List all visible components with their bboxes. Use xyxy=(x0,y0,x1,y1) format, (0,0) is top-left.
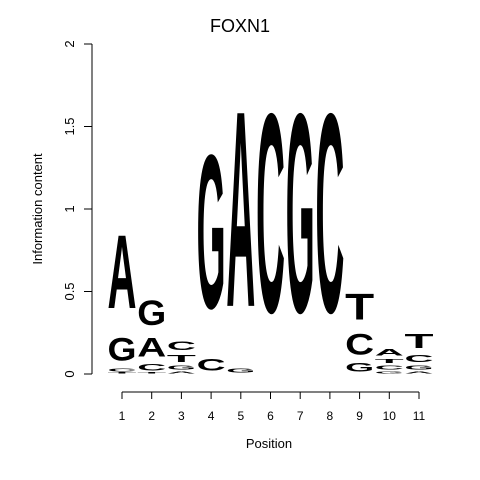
logo-letter: G xyxy=(405,364,434,371)
x-tick-label: 3 xyxy=(178,409,185,423)
logo-letter: G xyxy=(108,332,137,368)
x-tick-label: 6 xyxy=(267,409,274,423)
logo-letter: G xyxy=(345,361,374,374)
logo-letter: A xyxy=(375,348,404,358)
logo-letter: T xyxy=(108,372,138,374)
logo-letter: A xyxy=(137,333,166,363)
logo-letter: C xyxy=(197,356,226,374)
logo-letter: C xyxy=(315,55,344,373)
logo-letter: A xyxy=(226,54,255,366)
logo-letter: A xyxy=(107,213,136,331)
logo-letter: G xyxy=(375,371,404,374)
x-tick-label: 10 xyxy=(383,409,397,423)
logo-letter: G xyxy=(286,53,315,371)
y-axis-label: Information content xyxy=(30,153,45,265)
logo-letter: G xyxy=(197,110,226,355)
logo-letter: A xyxy=(167,371,196,374)
x-tick-label: 2 xyxy=(148,409,155,423)
x-tick-label: 4 xyxy=(208,409,215,423)
y-tick-label: 1 xyxy=(62,205,77,212)
x-tick-label: 5 xyxy=(237,409,244,423)
y-tick-label: 0 xyxy=(62,370,77,377)
y-tick-label: 1.5 xyxy=(62,117,77,135)
x-axis-label: Position xyxy=(246,436,292,451)
logo-letter: C xyxy=(108,368,137,373)
chart-title: FOXN1 xyxy=(210,16,270,36)
logo-letter: T xyxy=(137,372,167,374)
y-tick-label: 0.5 xyxy=(62,282,77,300)
y-tick-label: 2 xyxy=(62,40,77,47)
x-tick-label: 9 xyxy=(356,409,363,423)
y-axis: 0 0.5 1 1.5 2 xyxy=(62,40,93,378)
x-tick-label: 1 xyxy=(119,409,126,423)
x-tick-label: 8 xyxy=(327,409,334,423)
logo-letter: C xyxy=(167,340,196,353)
logo-letter: C xyxy=(375,364,404,371)
logo-letter: C xyxy=(404,353,433,365)
logo-letter: A xyxy=(404,371,433,374)
x-axis: 1 2 3 4 5 6 7 8 9 10 11 xyxy=(119,391,426,423)
logo-letter: T xyxy=(345,288,374,329)
logo-letter: C xyxy=(137,363,166,373)
x-tick-label: 7 xyxy=(297,409,304,423)
logo-letter: T xyxy=(375,358,404,365)
logo-letter: C xyxy=(256,55,285,373)
logo-letter: G xyxy=(167,364,196,371)
logo-letter: C xyxy=(345,328,374,361)
x-tick-label: 11 xyxy=(413,409,426,423)
logo-letter: T xyxy=(405,329,434,352)
logo-letter: G xyxy=(226,367,255,374)
logo-letter: T xyxy=(167,353,196,364)
logo-letter: G xyxy=(137,293,166,333)
